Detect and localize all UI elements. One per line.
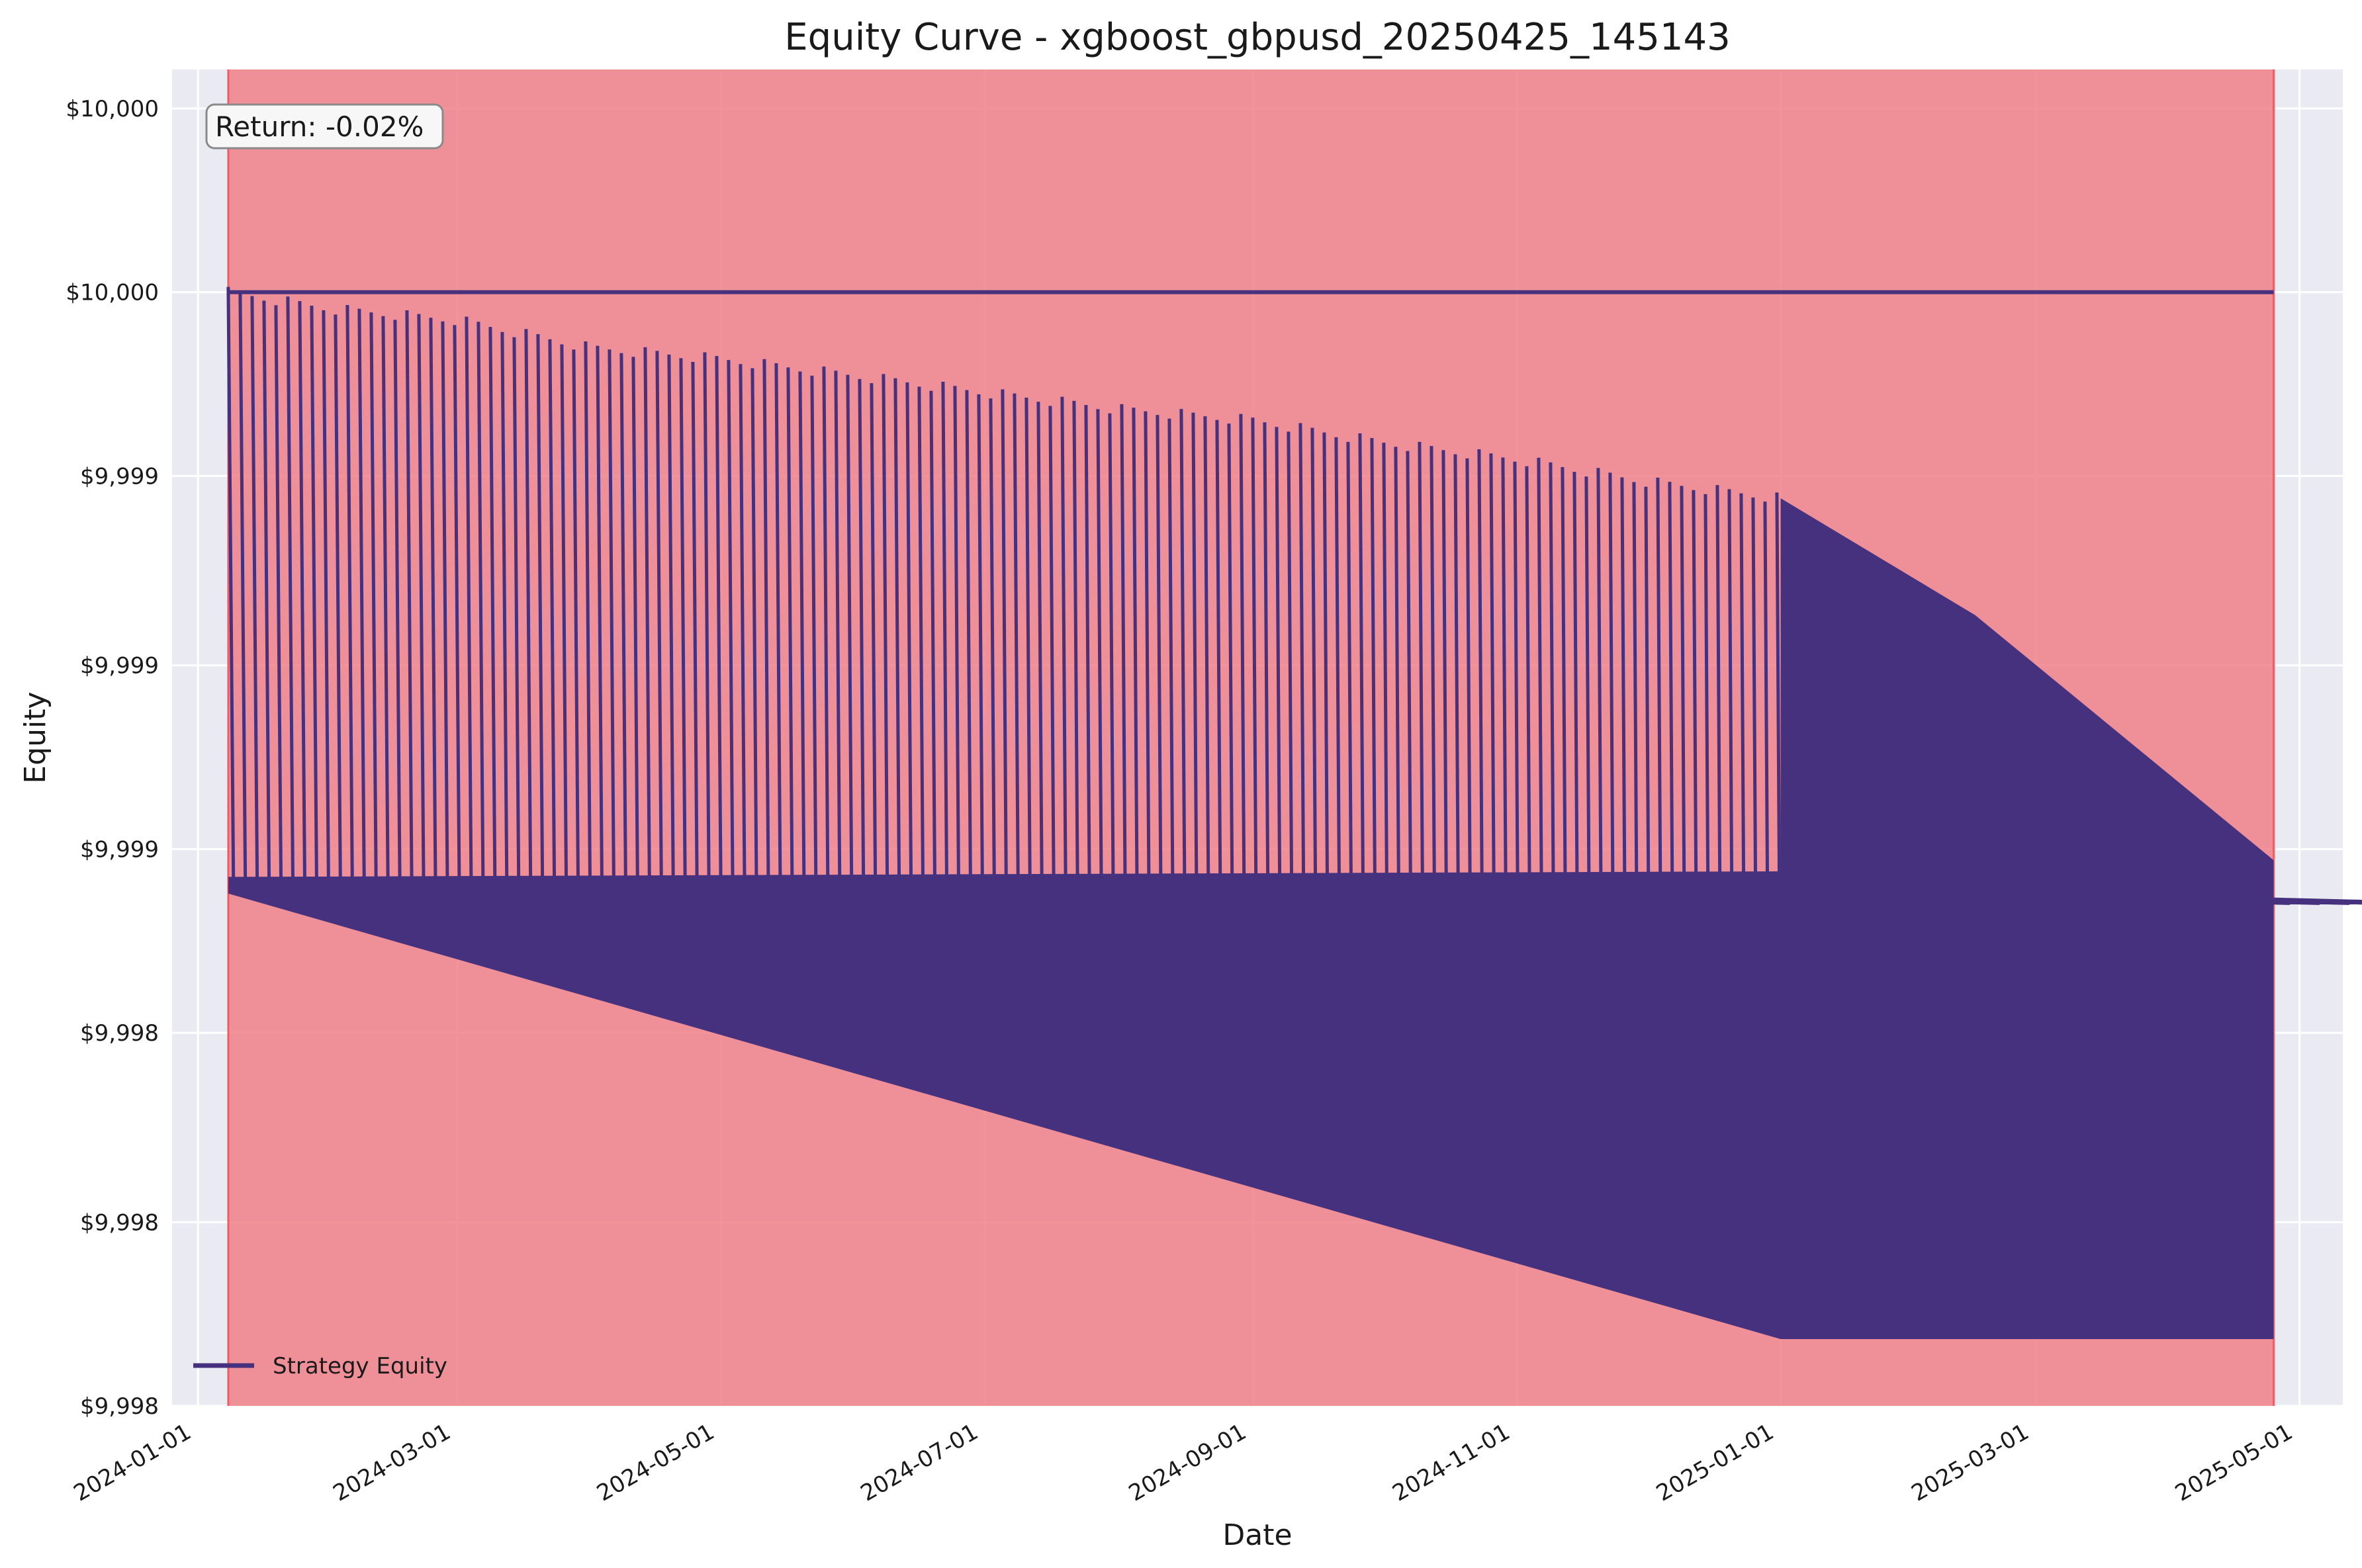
series-band-taper — [1780, 498, 2274, 905]
legend-label-strategy-equity: Strategy Equity — [273, 1353, 447, 1379]
y-tick-label: $9,999 — [80, 463, 159, 490]
x-axis-label: Date — [1222, 1518, 1292, 1552]
chart-title: Equity Curve - xgboost_gbpusd_20250425_1… — [784, 16, 1730, 59]
y-axis-ticks: $9,998 $9,998 $9,998 $9,999 $9,999 $9,999 $10,… — [66, 96, 159, 1420]
return-annotation: Return: -0.02% — [205, 103, 444, 150]
y-axis-label: Equity — [19, 691, 52, 783]
annotation-text: Return: -0.02% — [215, 110, 424, 143]
series-band-lower — [228, 860, 2274, 1339]
y-tick-label: $9,998 — [80, 1209, 159, 1236]
annotation-box — [205, 103, 444, 150]
y-tick-label: $9,999 — [80, 836, 159, 863]
y-tick-label: $9,998 — [80, 1393, 159, 1420]
series-strategy-equity — [226, 286, 2362, 1339]
y-tick-label: $9,999 — [80, 653, 159, 679]
y-tick-label: $9,998 — [80, 1020, 159, 1047]
y-tick-label: $10,000 — [66, 280, 159, 306]
y-tick-label: $10,000 — [66, 96, 159, 122]
legend: Strategy Equity — [193, 1353, 447, 1379]
